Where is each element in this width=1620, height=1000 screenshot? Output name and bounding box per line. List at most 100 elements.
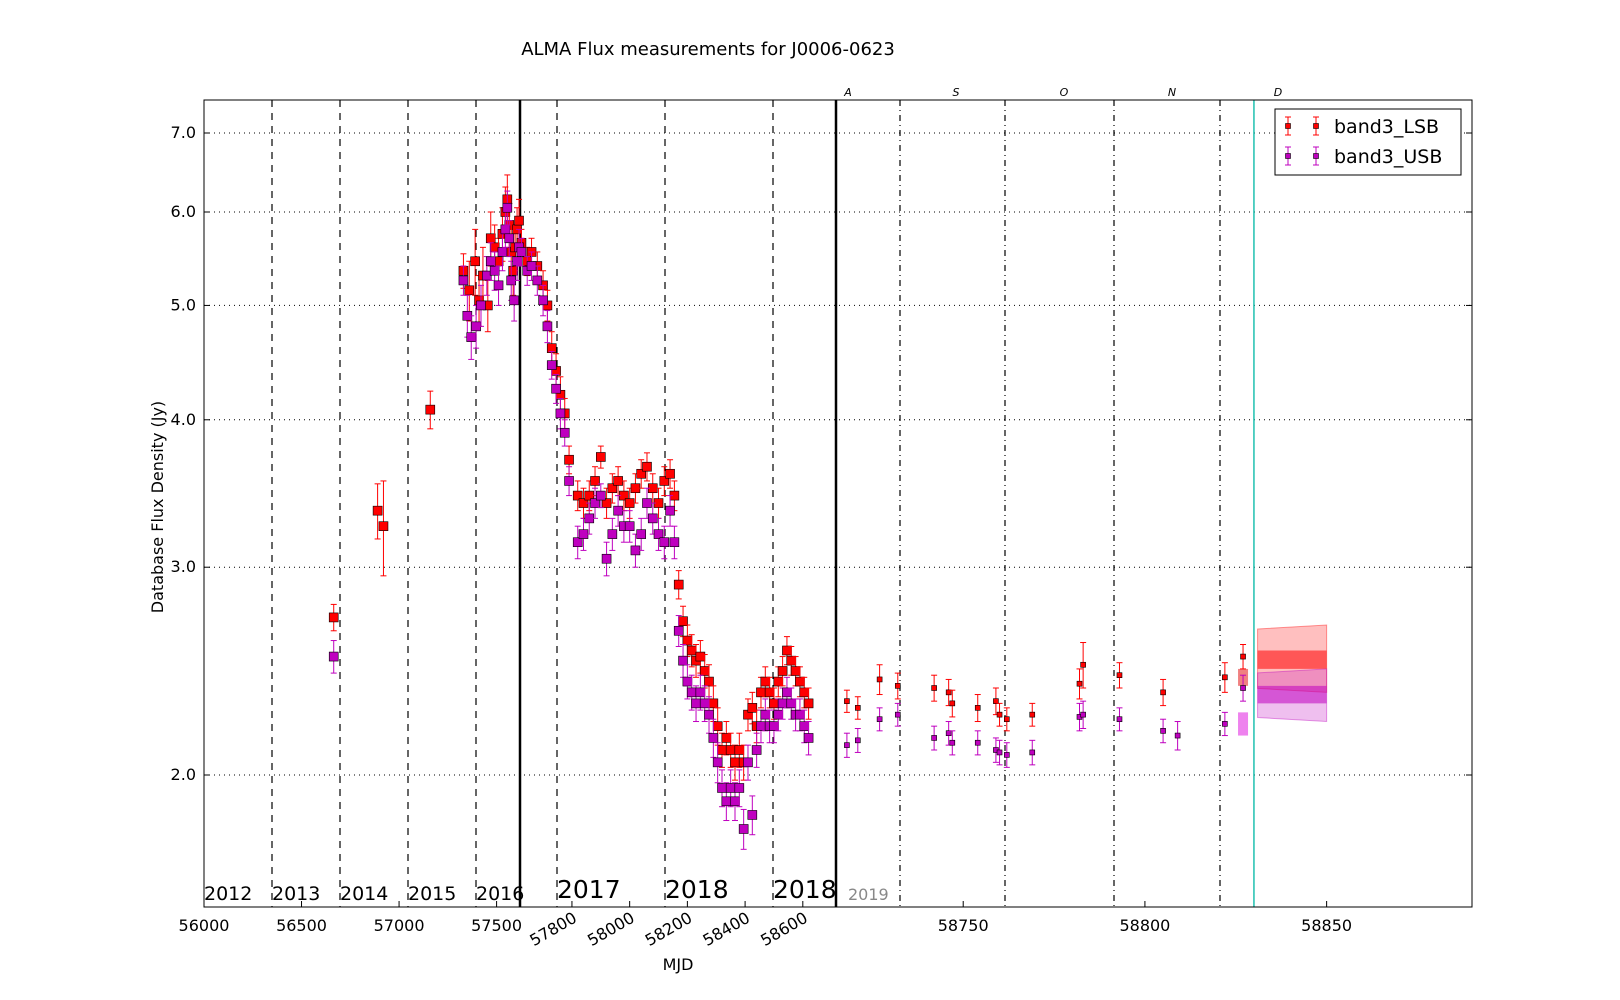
y-axis-ticks: 2.0 3.0 4.0 5.0 6.0 7.0 (171, 123, 1472, 784)
data-point-band3_USB-monthly-8 (992, 737, 999, 763)
data-point-band3_USB-recent-16 (601, 541, 612, 577)
data-point-band3_USB-recent-4 (538, 284, 548, 317)
data-point-band3_LSB-recent-15 (596, 445, 606, 469)
data-point-band3_LSB-monthly-3 (894, 672, 901, 700)
data-point-band3_LSB-recent-22 (636, 459, 647, 489)
year-label-2: 2014 (340, 883, 388, 905)
data-point-band3_LSB-recent-17 (607, 473, 618, 504)
legend-frame (1274, 108, 1462, 176)
x-axis-label: MJD (663, 955, 694, 974)
data-point-band3_USB-recent-46 (747, 795, 758, 836)
chart-title: ALMA Flux measurements for J0006-0623 (521, 39, 895, 60)
data-point-band3_LSB-monthly-9 (996, 702, 1003, 727)
data-point-band3_USB-recent-47 (751, 732, 762, 768)
data-point-band3_USB-yearly-13 (504, 220, 515, 258)
xtick-label-recent-1: 58000 (584, 908, 638, 950)
data-point-band3_USB-recent-5 (542, 310, 553, 344)
month-label-3: N (1168, 86, 1176, 99)
data-point-band3_LSB-yearly-3 (425, 390, 436, 430)
data-point-band3_LSB-yearly-1 (372, 483, 383, 540)
data-point-band3_USB-recent-29 (673, 615, 684, 647)
month-label-1: S (953, 86, 960, 99)
data-point-band3_USB-monthly-17 (1221, 711, 1228, 737)
data-point-band3_LSB-monthly-12 (1076, 668, 1083, 700)
data-point-band3_LSB-recent-23 (642, 452, 652, 482)
ytick-label-1: 3.0 (171, 557, 196, 576)
legend-marker-band3_USB-1 (1313, 146, 1319, 166)
data-point-band3_LSB-recent-59 (803, 687, 814, 720)
recent-highlight-band3_USB (1238, 712, 1249, 736)
data-point-band3_USB-monthly-9 (996, 739, 1003, 766)
forecast-bands (1238, 624, 1328, 736)
legend-label-band3_USB: band3_USB (1334, 146, 1442, 168)
data-point-band3_USB-monthly-4 (931, 725, 938, 751)
data-point-band3_LSB-monthly-13 (1080, 642, 1087, 689)
ytick-label-3: 5.0 (171, 295, 196, 314)
legend-item-band3_LSB: band3_LSB (1285, 116, 1439, 138)
xtick-label-monthly-2: 58850 (1301, 916, 1352, 935)
data-point-band3_USB-recent-10 (564, 466, 574, 497)
data-point-band3_LSB-monthly-8 (992, 687, 999, 716)
ytick-label-5: 7.0 (171, 123, 196, 142)
data-point-band3_USB-recent-38 (712, 742, 723, 784)
data-point-band3_USB-recent-2 (526, 251, 537, 281)
data-point-band3_USB-monthly-7 (974, 730, 981, 756)
legend-label-band3_LSB: band3_LSB (1334, 116, 1439, 138)
data-point-band3_USB-yearly-3 (466, 315, 477, 360)
data-point-band3_USB-recent-6 (546, 351, 557, 380)
data-point-band3_USB-recent-14 (590, 487, 600, 519)
xtick-label-recent-2: 58200 (642, 908, 696, 950)
year-label-big-1: 2018 (665, 875, 729, 904)
data-point-band3_LSB-recent-11 (572, 480, 583, 512)
data-point-band3_USB-recent-19 (619, 510, 629, 543)
data-point-band3_USB-monthly-10 (1003, 742, 1010, 768)
data-point-band3_USB-monthly-18 (1240, 674, 1247, 702)
data-point-band3_LSB-monthly-10 (1003, 707, 1010, 732)
data-point-band3_USB-recent-59 (803, 721, 814, 756)
data-point-band3_LSB-monthly-0 (843, 689, 850, 713)
data-point-band3_USB-yearly-0 (328, 640, 339, 674)
xtick-label-recent-0: 57800 (526, 908, 580, 950)
year-label-0: 2012 (204, 883, 252, 905)
xtick-label-recent-3: 58400 (700, 908, 754, 950)
data-point-band3_USB-monthly-1 (854, 727, 861, 753)
month-label-2: O (1060, 86, 1069, 99)
year-label-4: 2016 (476, 883, 524, 905)
data-point-band3_LSB-monthly-11 (1029, 702, 1036, 727)
plot-frame (203, 99, 1473, 908)
ytick-label-4: 6.0 (171, 202, 196, 221)
legend-item-band3_USB: band3_USB (1285, 146, 1442, 168)
data-point-band3_LSB-monthly-17 (1240, 644, 1247, 670)
data-point-band3_LSB-yearly-0 (328, 603, 339, 632)
legend-marker-band3_LSB-0 (1285, 116, 1291, 136)
forecast-band-inner-band3_LSB (1257, 650, 1327, 669)
legend-marker-band3_LSB-1 (1313, 116, 1319, 136)
data-point-band3_USB-recent-26 (659, 525, 670, 560)
year-label-big-2: 2018 (773, 875, 837, 904)
data-point-band3_USB-monthly-15 (1160, 718, 1167, 744)
data-point-band3_LSB-monthly-1 (854, 696, 861, 720)
segment-dividers (271, 100, 1255, 907)
data-point-band3_LSB-monthly-16 (1221, 662, 1228, 693)
month-label-0: A (843, 86, 852, 99)
data-point-band3_USB-recent-45 (743, 744, 753, 781)
data-point-band3_USB-recent-28 (669, 525, 680, 560)
data-point-band3_USB-monthly-11 (1029, 739, 1036, 766)
data-point-band3_LSB-recent-29 (673, 570, 684, 600)
data-points (328, 174, 1247, 850)
data-point-band3_USB-recent-30 (678, 644, 688, 678)
year-label-3: 2015 (408, 883, 456, 905)
x-axis-ticks: 56000 56500 57000 57500 57800 58000 58200 58400… (179, 901, 1352, 950)
data-point-band3_LSB-monthly-4 (931, 674, 938, 702)
data-point-band3_USB-recent-9 (559, 419, 570, 447)
data-point-band3_USB-recent-12 (578, 517, 589, 551)
data-point-band3_LSB-yearly-6 (470, 228, 480, 296)
forecast-band-inner-band3_USB (1257, 685, 1327, 704)
data-point-band3_USB-monthly-16 (1174, 721, 1181, 751)
legend-marker-band3_USB-0 (1285, 146, 1291, 166)
xtick-label-yearly-0: 56000 (179, 916, 230, 935)
month-label-4: D (1274, 86, 1282, 99)
data-point-band3_USB-recent-7 (551, 373, 561, 404)
xtick-label-yearly-2: 57000 (374, 916, 425, 935)
